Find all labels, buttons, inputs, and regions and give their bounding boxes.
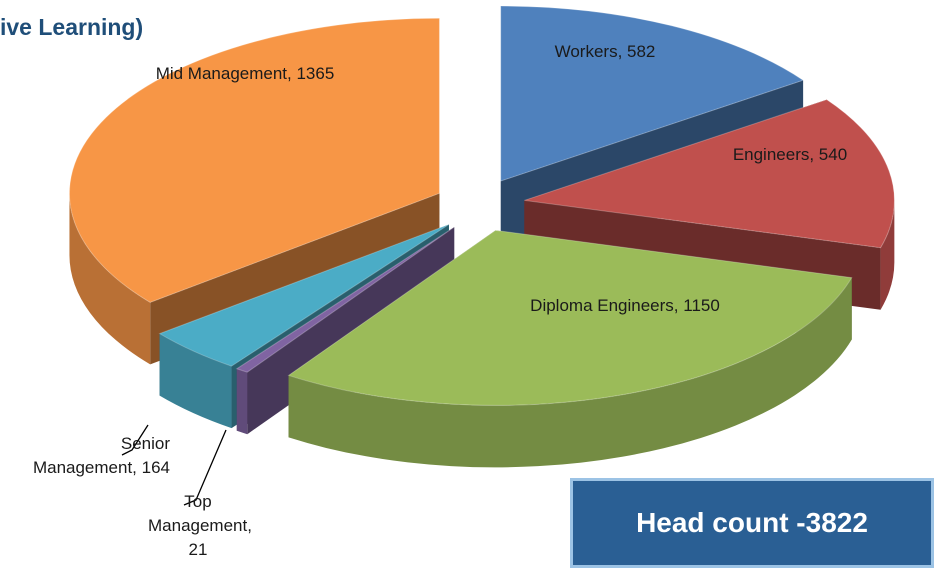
slice bbox=[524, 99, 895, 249]
slice bbox=[158, 224, 450, 367]
slice bbox=[287, 229, 853, 406]
slice-wall bbox=[880, 200, 895, 310]
data-label: Engineers, 540 bbox=[732, 145, 848, 164]
data-label: Top Management, 21 bbox=[148, 492, 252, 559]
data-label: Senior Management, 164 bbox=[32, 434, 170, 477]
slice-wall bbox=[236, 368, 248, 435]
slice bbox=[235, 226, 455, 373]
leader-line bbox=[121, 424, 149, 456]
slice-wall bbox=[288, 277, 852, 468]
chart-title: ive Learning) bbox=[0, 14, 144, 40]
data-label: Diploma Engineers, 1150 bbox=[530, 296, 720, 315]
leader-line bbox=[183, 429, 227, 506]
slice bbox=[500, 5, 805, 182]
data-label: Workers, 582 bbox=[554, 42, 656, 61]
data-label: Mid Management, 1365 bbox=[155, 64, 335, 83]
slice-wall bbox=[159, 333, 232, 429]
slice bbox=[69, 17, 440, 303]
head-count-box: Head count -3822 bbox=[570, 478, 934, 568]
slice-wall bbox=[69, 193, 151, 365]
